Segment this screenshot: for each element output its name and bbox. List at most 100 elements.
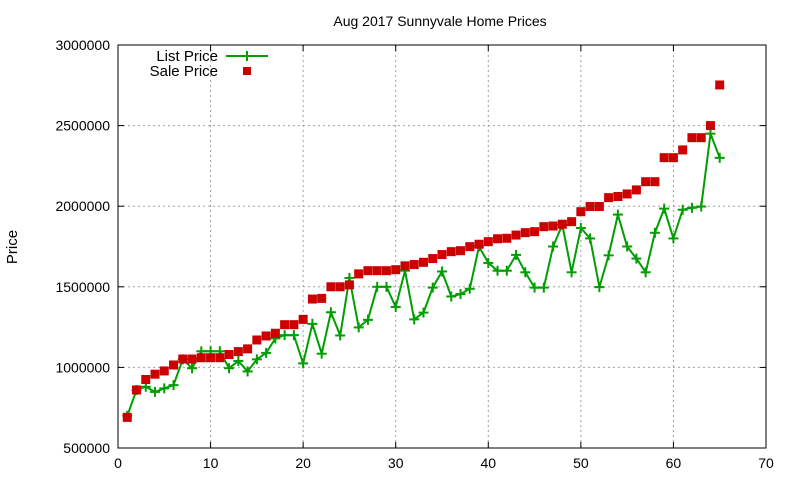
plus-marker-icon	[409, 314, 420, 325]
square-marker-icon	[511, 230, 521, 240]
square-marker-icon	[465, 242, 475, 252]
plus-marker-icon	[464, 283, 475, 294]
square-marker-icon	[668, 153, 678, 163]
plus-marker-icon	[649, 227, 660, 238]
square-marker-icon	[446, 247, 456, 257]
plus-marker-icon	[668, 233, 679, 244]
square-marker-icon	[159, 366, 169, 376]
square-marker-icon	[335, 282, 345, 292]
plus-marker-icon	[307, 318, 318, 329]
square-marker-icon	[594, 202, 604, 212]
plus-marker-icon	[418, 307, 429, 318]
plus-marker-icon	[390, 301, 401, 312]
y-tick-label: 2500000	[55, 118, 110, 134]
plus-marker-icon	[529, 282, 540, 293]
plus-marker-icon	[622, 241, 633, 252]
plus-marker-icon	[686, 202, 697, 213]
square-marker-icon	[400, 261, 410, 271]
square-marker-icon	[132, 385, 142, 395]
square-marker-icon	[187, 354, 197, 364]
legend: List Price Sale Price	[150, 48, 268, 80]
square-marker-icon	[307, 294, 317, 304]
plus-marker-icon	[659, 203, 670, 214]
plus-marker-icon	[548, 241, 559, 252]
x-tick-label: 50	[573, 455, 589, 471]
plus-marker-icon	[437, 266, 447, 277]
square-marker-icon	[437, 250, 447, 260]
plus-marker-icon	[492, 265, 503, 276]
square-marker-icon	[520, 228, 530, 238]
plus-marker-icon	[677, 204, 688, 215]
plus-marker-icon	[603, 250, 614, 261]
square-marker-icon	[428, 254, 438, 264]
plus-marker-icon	[640, 267, 651, 278]
legend-label-list-price: List Price	[156, 48, 218, 65]
square-marker-icon	[150, 369, 160, 379]
square-marker-icon	[474, 239, 484, 249]
x-tick-label: 70	[758, 455, 774, 471]
square-marker-icon	[622, 189, 632, 199]
square-marker-icon	[696, 133, 706, 143]
plus-marker-icon	[696, 201, 707, 212]
plus-marker-icon	[714, 152, 725, 163]
plus-marker-icon	[575, 222, 586, 233]
square-marker-icon	[705, 121, 715, 131]
square-marker-icon	[678, 145, 688, 155]
square-marker-icon	[261, 331, 271, 341]
square-marker-icon	[659, 153, 669, 163]
axis-ticks: 0 10 20 30 40 50 60 70 500000 1000000 1500000 20000…	[55, 37, 774, 471]
square-marker-icon	[178, 354, 188, 364]
square-marker-icon	[715, 80, 725, 90]
plus-marker-icon	[168, 380, 179, 391]
plus-marker-icon	[501, 265, 512, 276]
plus-marker-icon	[279, 330, 290, 341]
square-marker-icon	[169, 360, 179, 370]
plus-marker-icon	[233, 355, 244, 366]
square-marker-icon	[687, 133, 697, 143]
y-tick-label: 2000000	[55, 198, 110, 214]
square-marker-icon	[557, 219, 567, 229]
square-marker-icon	[548, 221, 558, 231]
x-tick-label: 10	[203, 455, 219, 471]
square-marker-icon	[391, 265, 401, 275]
x-tick-label: 60	[666, 455, 682, 471]
square-marker-icon	[317, 293, 327, 303]
square-marker-icon	[493, 234, 503, 244]
square-marker-icon	[567, 217, 577, 227]
plus-marker-icon	[381, 281, 392, 292]
square-marker-icon	[298, 314, 308, 324]
legend-label-sale-price: Sale Price	[150, 63, 218, 80]
y-tick-label: 3000000	[55, 37, 110, 53]
square-marker-icon	[483, 237, 493, 247]
plus-marker-icon	[150, 386, 161, 397]
square-marker-icon	[372, 266, 382, 276]
plus-marker-icon	[511, 249, 522, 260]
plus-marker-icon	[566, 267, 577, 278]
square-marker-icon	[631, 185, 641, 195]
square-marker-icon	[502, 233, 512, 243]
grid-lines	[118, 45, 766, 448]
square-marker-icon	[289, 320, 299, 330]
plus-marker-icon	[520, 267, 531, 278]
plus-marker-icon	[242, 366, 253, 377]
square-marker-icon	[539, 222, 549, 232]
square-marker-icon	[363, 266, 373, 276]
x-tick-label: 40	[480, 455, 496, 471]
square-marker-icon	[641, 177, 651, 187]
square-marker-icon	[233, 347, 243, 357]
y-tick-label: 1000000	[55, 359, 110, 375]
x-tick-label: 0	[114, 455, 122, 471]
y-axis-label: Price	[4, 230, 21, 264]
plus-marker-icon	[298, 358, 309, 369]
plot-border	[117, 44, 767, 449]
plus-marker-icon	[251, 354, 262, 365]
y-tick-label: 500000	[63, 440, 110, 456]
plus-marker-icon	[288, 330, 299, 341]
plus-marker-icon	[224, 363, 235, 374]
square-marker-icon	[418, 257, 428, 267]
plus-marker-icon	[353, 322, 364, 333]
square-marker-icon	[215, 353, 225, 363]
plus-marker-icon	[316, 348, 327, 359]
plus-marker-icon	[631, 253, 642, 264]
